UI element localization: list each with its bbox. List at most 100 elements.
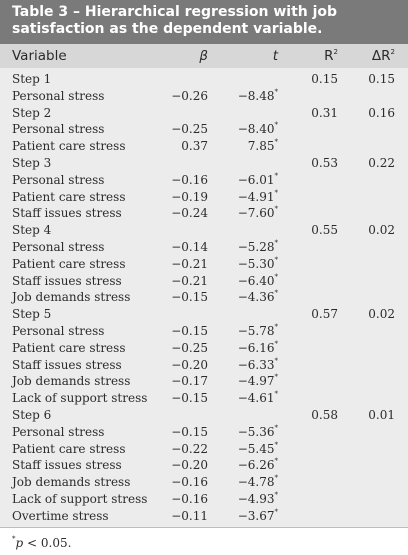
row-r2: 0.55 (311, 223, 338, 238)
row-variable: Personal stress (12, 122, 105, 137)
row-beta: −0.15 (171, 324, 208, 338)
significance-mark: * (274, 255, 279, 264)
row-beta: −0.20 (171, 357, 208, 372)
significance-mark: * (274, 339, 279, 348)
row-variable: Personal stress (12, 424, 105, 439)
table-row: Job demands stress −0.15 −4.36* (0, 289, 408, 306)
row-variable: Staff issues stress (12, 458, 122, 473)
row-beta: −0.22 (171, 441, 208, 456)
row-delta-r2: 0.15 (368, 72, 395, 86)
row-variable: Personal stress (12, 324, 105, 338)
row-beta: −0.20 (171, 458, 208, 473)
row-t: −4.78* (237, 474, 279, 490)
table-row: Patient care stress −0.25 −6.16* (0, 340, 408, 357)
row-variable: Step 2 (12, 105, 52, 120)
significance-mark: * (274, 323, 279, 331)
row-t: −6.26* (237, 457, 279, 473)
table-row: Step 5 0.57 0.02 (0, 306, 408, 323)
row-variable: Personal stress (12, 88, 105, 103)
table-row: Step 4 0.55 0.02 (0, 222, 408, 239)
table-row: Overtime stress −0.11 −3.67* (0, 508, 408, 525)
table-row: Personal stress −0.14 −5.28* (0, 239, 408, 256)
row-t: −5.36* (237, 423, 279, 439)
significance-mark: * (274, 457, 279, 466)
significance-mark: * (274, 356, 279, 365)
row-t: −4.97* (237, 373, 278, 389)
row-variable: Staff issues stress (12, 206, 122, 221)
row-variable: Patient care stress (12, 340, 126, 355)
row-t: −6.40* (237, 272, 278, 288)
table-row: Staff issues stress −0.24 −7.60* (0, 205, 408, 222)
row-delta-r2: 0.22 (368, 156, 395, 170)
column-header-r2: R2 (324, 47, 338, 64)
row-t: −5.78* (237, 323, 279, 339)
row-variable: Lack of support stress (12, 391, 148, 406)
row-variable: Personal stress (12, 240, 105, 254)
significance-mark: * (274, 239, 279, 247)
row-t: −4.36* (237, 289, 279, 305)
row-variable: Step 3 (12, 156, 52, 170)
row-variable: Patient care stress (12, 441, 126, 456)
row-beta: −0.26 (171, 88, 208, 103)
table-row: Patient care stress −0.21 −5.30* (0, 256, 408, 273)
row-delta-r2: 0.01 (368, 408, 395, 422)
row-beta: −0.21 (171, 256, 208, 271)
row-beta: −0.15 (171, 424, 208, 439)
row-r2: 0.57 (311, 307, 338, 322)
significance-mark: * (274, 440, 279, 449)
row-delta-r2: 0.02 (368, 223, 395, 238)
table-row: Lack of support stress −0.15 −4.61* (0, 390, 408, 407)
column-header-beta: β (199, 48, 208, 64)
table-row: Personal stress −0.15 −5.78* (0, 323, 408, 340)
row-delta-r2: 0.02 (368, 307, 395, 322)
row-variable: Staff issues stress (12, 357, 122, 372)
row-beta: −0.14 (171, 240, 208, 254)
row-beta: −0.16 (171, 475, 208, 490)
table-row: Job demands stress −0.17 −4.97* (0, 373, 408, 390)
row-r2: 0.53 (311, 156, 338, 170)
row-variable: Job demands stress (12, 290, 131, 305)
row-variable: Step 6 (12, 408, 52, 422)
row-t: −5.28* (237, 239, 279, 255)
row-beta: −0.16 (171, 492, 208, 506)
row-beta: −0.16 (171, 172, 208, 187)
row-variable: Job demands stress (12, 374, 131, 389)
column-header-delta-r2: ΔR2 (371, 47, 395, 64)
row-r2: 0.31 (311, 105, 338, 120)
row-variable: Lack of support stress (12, 492, 148, 506)
table-row: Staff issues stress −0.20 −6.33* (0, 357, 408, 374)
table-row: Personal stress −0.16 −6.01* (0, 172, 408, 189)
row-variable: Overtime stress (12, 508, 109, 523)
significance-mark: * (274, 171, 279, 180)
column-header-variable: Variable (12, 48, 67, 64)
table-row: Lack of support stress −0.16 −4.93* (0, 491, 408, 508)
row-t: −4.93* (237, 491, 279, 507)
table-header: Variable β t R2 ΔR2 (0, 44, 408, 68)
table-row: Job demands stress −0.16 −4.78* (0, 474, 408, 491)
row-beta: −0.15 (171, 391, 208, 406)
significance-mark: * (274, 121, 279, 130)
table-row: Patient care stress −0.22 −5.45* (0, 441, 408, 458)
row-t: −7.60* (237, 205, 278, 221)
table-footnote: *p < 0.05. (0, 527, 408, 555)
significance-mark: * (274, 474, 279, 483)
table-row: Patient care stress −0.19 −4.91* (0, 189, 408, 206)
row-variable: Personal stress (12, 172, 105, 187)
table-row: Personal stress −0.26 −8.48* (0, 88, 408, 105)
row-beta: −0.24 (171, 206, 208, 221)
significance-mark: * (274, 491, 279, 499)
significance-mark: * (274, 188, 279, 197)
row-variable: Job demands stress (12, 475, 131, 490)
significance-mark: * (274, 87, 279, 96)
table-row: Personal stress −0.15 −5.36* (0, 424, 408, 441)
significance-mark: * (274, 507, 279, 516)
significance-mark: * (274, 138, 279, 147)
table-row: Step 2 0.31 0.16 (0, 105, 408, 122)
table-row: Step 6 0.58 0.01 (0, 407, 408, 424)
row-t: −5.45* (237, 440, 279, 456)
significance-mark: * (274, 423, 279, 432)
row-beta: −0.25 (171, 122, 208, 137)
row-variable: Patient care stress (12, 256, 126, 271)
significance-mark: * (274, 289, 279, 298)
